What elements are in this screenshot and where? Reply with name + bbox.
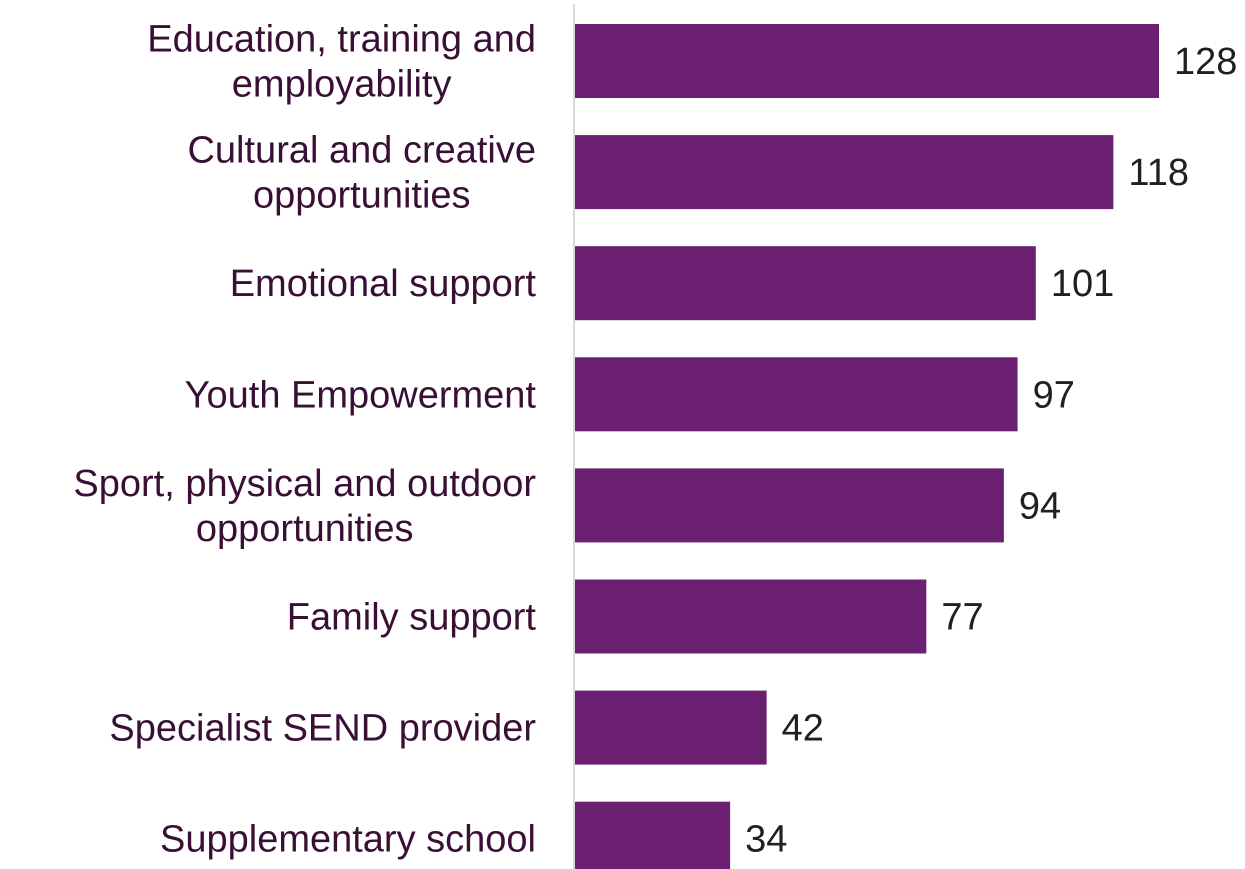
data-label: 42: [782, 708, 824, 750]
data-label: 118: [1128, 152, 1189, 194]
data-label: 34: [745, 819, 787, 861]
bar: [575, 690, 767, 765]
category-label: Education, training and employability: [147, 19, 536, 106]
bar: [575, 246, 1036, 321]
data-label: 128: [1174, 41, 1237, 83]
category-label: Cultural and creative opportunities: [187, 130, 536, 217]
data-label: 77: [941, 597, 983, 639]
bar: [575, 468, 1004, 543]
category-label: Youth Empowerment: [185, 374, 537, 416]
category-label: Sport, physical and outdoor opportunities: [73, 463, 536, 550]
category-label: Family support: [287, 597, 537, 639]
category-label: Emotional support: [230, 263, 537, 305]
bar: [575, 135, 1114, 210]
category-label: Specialist SEND provider: [109, 708, 536, 750]
bar: [575, 357, 1018, 432]
bar: [575, 579, 927, 654]
data-label: 94: [1019, 485, 1061, 527]
category-label: Supplementary school: [160, 819, 536, 861]
data-label: 97: [1033, 374, 1075, 416]
bar: [575, 801, 731, 869]
data-label: 101: [1051, 263, 1114, 305]
bar: [575, 24, 1159, 98]
